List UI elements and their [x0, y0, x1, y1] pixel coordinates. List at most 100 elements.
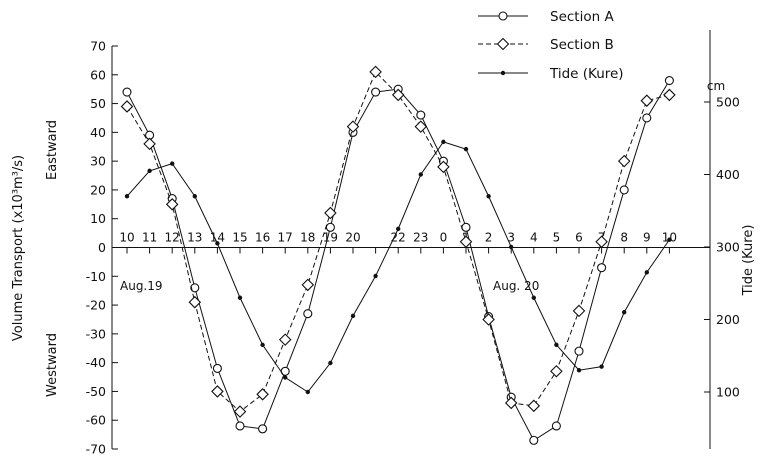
data-point — [527, 399, 541, 413]
legend-marker — [498, 11, 508, 21]
legend-label: Section A — [550, 9, 614, 25]
legend-marker — [500, 70, 506, 76]
data-point — [574, 346, 584, 356]
data-point — [599, 364, 604, 369]
legend-marker — [496, 37, 510, 51]
left-tick-label: -70 — [86, 442, 106, 457]
time-tick-label: 9 — [643, 231, 651, 245]
data-point — [371, 87, 381, 97]
data-point — [529, 435, 539, 445]
right-tick-label: 200 — [716, 312, 740, 327]
left-tick-label: -50 — [86, 384, 106, 399]
data-point — [283, 375, 288, 380]
data-point — [122, 87, 132, 97]
data-point — [124, 194, 130, 199]
direction-up-label: Eastward — [45, 120, 60, 180]
legend-entry: Section A — [478, 9, 614, 25]
left-tick-label: -60 — [86, 413, 106, 428]
left-tick-label: -30 — [86, 326, 106, 341]
series-layer — [120, 65, 676, 445]
legend-label: Tide (Kure) — [549, 66, 624, 82]
data-point — [120, 100, 134, 113]
data-point — [391, 88, 405, 102]
data-point — [305, 389, 310, 395]
right-tick-label: 400 — [716, 167, 740, 182]
time-tick-label: 16 — [255, 231, 270, 245]
data-point — [301, 278, 315, 292]
date-label-aug20: Aug. 20 — [493, 279, 539, 293]
time-tick-label: 11 — [142, 231, 157, 245]
data-point — [461, 222, 471, 232]
left-tick-label: 50 — [90, 96, 106, 111]
legend-entry: Section B — [478, 37, 614, 53]
time-tick-label: 10 — [662, 231, 677, 245]
data-point — [597, 263, 607, 273]
data-point — [170, 161, 175, 166]
time-tick-label: 17 — [278, 231, 293, 245]
data-point — [369, 65, 382, 79]
time-tick-label: 13 — [187, 231, 202, 245]
time-tick-label: 20 — [345, 231, 360, 245]
right-tick-label: 300 — [716, 240, 740, 255]
series-line — [126, 141, 670, 393]
time-tick-label: 14 — [210, 231, 225, 245]
data-point — [459, 235, 473, 249]
data-point — [622, 310, 627, 315]
data-point — [396, 226, 401, 232]
time-tick-label: 18 — [300, 231, 315, 245]
data-point — [642, 113, 652, 123]
series-tide-kure — [124, 139, 672, 395]
data-point — [147, 168, 152, 174]
data-point — [258, 424, 268, 434]
time-tick-label: 6 — [575, 231, 583, 245]
series-section-a — [122, 75, 674, 445]
data-point — [328, 360, 333, 366]
series-line — [126, 80, 670, 442]
data-point — [233, 405, 247, 418]
right-axis-label: Tide (Kure) — [741, 225, 756, 297]
data-point — [486, 194, 491, 199]
left-tick-label: -20 — [86, 298, 106, 313]
time-tick-label: 5 — [553, 231, 561, 245]
data-point — [192, 194, 197, 199]
time-tick-label: 4 — [530, 231, 538, 245]
data-point — [418, 172, 423, 177]
data-point — [441, 139, 446, 145]
data-point — [256, 388, 269, 401]
time-tick-label: 19 — [323, 231, 338, 245]
time-tick-label: 15 — [232, 231, 247, 245]
time-tick-label: 10 — [119, 231, 134, 245]
legend-entry: Tide (Kure) — [478, 66, 624, 82]
left-tick-label: 10 — [90, 211, 106, 226]
left-tick-label: 60 — [90, 67, 106, 82]
data-point — [644, 270, 649, 275]
left-tick-label: 20 — [90, 182, 106, 197]
data-point — [303, 309, 313, 319]
data-point — [165, 198, 179, 211]
data-point — [667, 237, 672, 242]
data-point — [325, 222, 335, 232]
right-tick-label: 100 — [716, 385, 740, 400]
data-point — [554, 342, 559, 348]
time-tick-label: 12 — [165, 231, 180, 245]
data-point — [373, 273, 378, 279]
data-point — [346, 120, 360, 133]
data-point — [640, 94, 654, 107]
left-tick-label: 70 — [90, 39, 106, 54]
data-point — [482, 313, 495, 326]
data-point — [235, 421, 245, 431]
time-tick-label: 2 — [485, 231, 493, 245]
data-point — [211, 385, 224, 398]
data-point — [416, 110, 426, 120]
time-tick-label: 22 — [391, 231, 406, 245]
legend: Section A Section B Tide (Kure) — [478, 9, 624, 82]
data-point — [414, 120, 428, 133]
legend-label: Section B — [550, 37, 614, 53]
series-section-b — [120, 65, 676, 418]
data-point — [531, 295, 536, 300]
date-label-aug19: Aug.19 — [120, 279, 163, 293]
data-point — [188, 295, 202, 309]
time-tick-label: 3 — [507, 231, 515, 245]
data-point — [509, 244, 514, 250]
data-point — [617, 154, 631, 168]
